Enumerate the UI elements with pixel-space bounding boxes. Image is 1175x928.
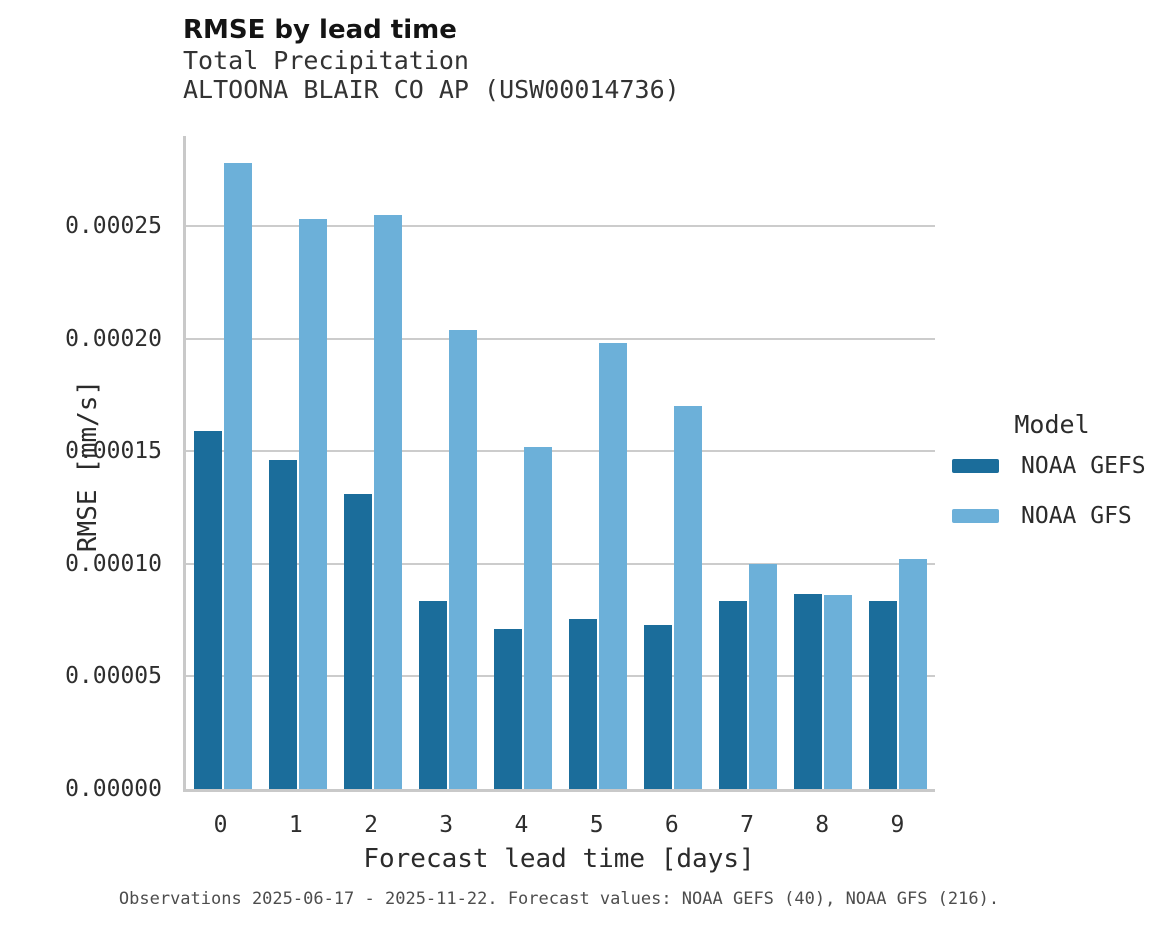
bar-group-lead-6 [635,136,710,789]
legend-entry-noaa-gefs: NOAA GEFS [952,451,1162,481]
gridline-y-0.00025 [186,225,935,228]
bar-noaa-gefs-lead-8 [793,594,822,789]
bar-noaa-gfs-lead-2 [374,214,403,789]
bar-group-lead-1 [261,136,336,789]
chart-subtitle-variable: Total Precipitation [183,46,469,75]
bar-group-lead-3 [411,136,486,789]
plot-area [183,136,935,792]
x-tick-label-0: 0 [213,812,228,838]
legend-label: NOAA GFS [1021,503,1132,529]
x-axis-label: Forecast lead time [days] [363,844,755,874]
bar-noaa-gfs-lead-4 [524,446,553,789]
legend: Model NOAA GEFS NOAA GFS [952,410,1162,551]
x-axis-tick-labels: 0 1 2 3 4 5 6 7 8 9 [183,810,935,840]
bar-noaa-gfs-lead-9 [898,559,927,789]
bar-group-lead-7 [710,136,785,789]
x-tick-label-2: 2 [364,812,378,838]
legend-entry-noaa-gfs: NOAA GFS [952,501,1162,531]
bar-noaa-gefs-lead-7 [718,600,747,789]
y-tick-label: 0.00015 [65,438,162,465]
bar-noaa-gfs-lead-7 [748,563,777,789]
x-tick-label-4: 4 [514,812,529,838]
bar-noaa-gfs-lead-8 [823,595,852,789]
y-axis-tick-labels: 0.00000 0.00005 0.00010 0.00015 0.00020 0.000… [40,136,162,801]
gridline-y-0.00010 [186,562,935,565]
bar-group-lead-8 [785,136,860,789]
x-tick-label-3: 3 [439,812,454,838]
footnote: Observations 2025-06-17 - 2025-11-22. Fo… [118,889,1000,909]
bar-noaa-gfs-lead-0 [224,163,253,789]
legend-swatch-icon [952,509,999,523]
bar-noaa-gfs-lead-3 [449,329,478,789]
bar-noaa-gefs-lead-4 [494,628,523,789]
bar-noaa-gefs-lead-3 [419,600,448,789]
bar-noaa-gfs-lead-5 [598,343,627,789]
legend-swatch-icon [952,459,999,473]
bar-group-lead-2 [336,136,411,789]
gridline-y-0.00015 [186,450,935,453]
y-tick-label: 0.00020 [65,325,162,352]
gridline-y-0.00005 [186,675,935,678]
x-tick-label-8: 8 [815,812,830,838]
x-tick-label-7: 7 [740,812,754,838]
y-tick-label: 0.00000 [65,776,162,802]
chart-title: RMSE by lead time [183,15,457,45]
x-tick-label-9: 9 [890,812,905,838]
title-block: RMSE by lead time Total Precipitation AL… [183,14,680,104]
x-tick-label-5: 5 [589,812,604,838]
bar-noaa-gefs-lead-2 [344,494,373,789]
bar-noaa-gefs-lead-0 [194,430,223,789]
legend-entries: NOAA GEFS NOAA GFS [952,451,1162,531]
y-tick-label: 0.00010 [65,550,162,577]
bar-groups [186,136,935,789]
x-tick-label-1: 1 [288,812,303,838]
bar-group-lead-4 [486,136,561,789]
bar-group-lead-5 [561,136,636,789]
bar-noaa-gefs-lead-5 [568,619,597,789]
bar-noaa-gefs-lead-1 [269,460,298,789]
bar-noaa-gfs-lead-1 [299,219,328,789]
bar-noaa-gfs-lead-6 [673,406,702,789]
legend-title: Model [1014,410,1090,439]
bar-noaa-gefs-lead-6 [643,625,672,789]
bar-group-lead-0 [186,136,261,789]
y-tick-label: 0.00025 [65,213,162,240]
chart-subtitle-station: ALTOONA BLAIR CO AP (USW00014736) [183,75,680,104]
legend-label: NOAA GEFS [1021,453,1146,479]
bar-group-lead-9 [860,136,935,789]
bar-noaa-gefs-lead-9 [868,601,897,789]
y-tick-label: 0.00005 [65,663,162,690]
x-tick-label-6: 6 [664,812,679,838]
gridline-y-0.00020 [186,337,935,340]
